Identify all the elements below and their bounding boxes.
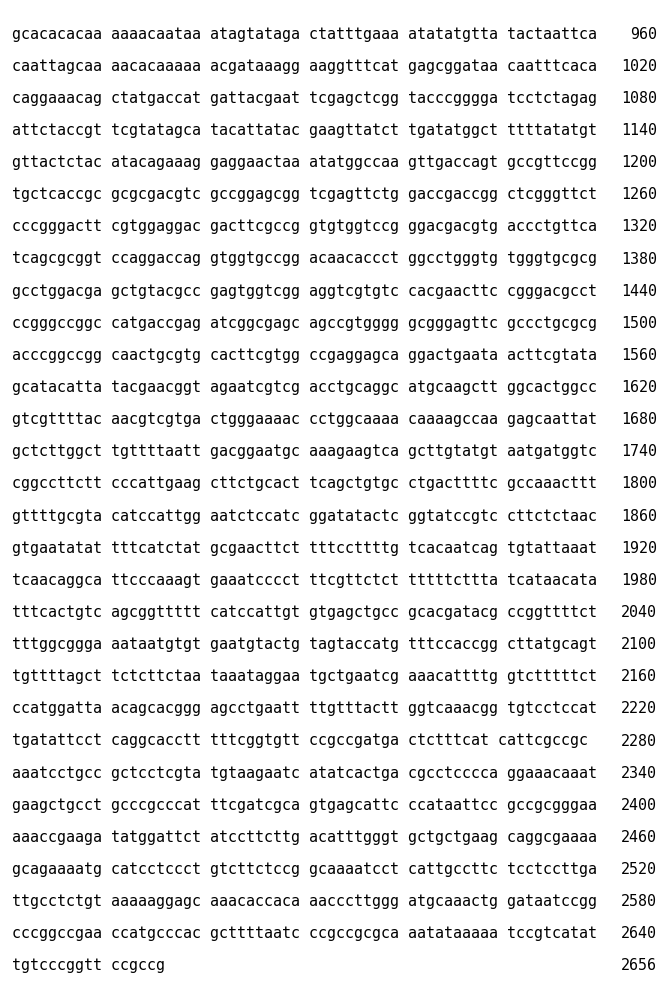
Text: attctaccgt tcgtatagca tacattatac gaagttatct tgatatggct ttttatatgt: attctaccgt tcgtatagca tacattatac gaagtta… — [12, 123, 597, 138]
Text: tttggcggga aataatgtgt gaatgtactg tagtaccatg tttccaccgg cttatgcagt: tttggcggga aataatgtgt gaatgtactg tagtacc… — [12, 637, 597, 652]
Text: gcatacatta tacgaacggt agaatcgtcg acctgcaggc atgcaagctt ggcactggcc: gcatacatta tacgaacggt agaatcgtcg acctgca… — [12, 380, 597, 395]
Text: 1800: 1800 — [621, 476, 657, 491]
Text: gcacacacaa aaaacaataa atagtataga ctatttgaaa atatatgtta tactaattca: gcacacacaa aaaacaataa atagtataga ctatttg… — [12, 27, 597, 42]
Text: 1440: 1440 — [621, 284, 657, 299]
Text: gctcttggct tgttttaatt gacggaatgc aaagaagtca gcttgtatgt aatgatggtc: gctcttggct tgttttaatt gacggaatgc aaagaag… — [12, 444, 597, 459]
Text: gcctggacga gctgtacgcc gagtggtcgg aggtcgtgtc cacgaacttc cgggacgcct: gcctggacga gctgtacgcc gagtggtcgg aggtcgt… — [12, 284, 597, 299]
Text: 1020: 1020 — [621, 59, 657, 74]
Text: 1560: 1560 — [621, 348, 657, 363]
Text: 2640: 2640 — [621, 926, 657, 941]
Text: 2460: 2460 — [621, 830, 657, 845]
Text: cccggccgaa ccatgcccac gcttttaatc ccgccgcgca aatataaaaa tccgtcatat: cccggccgaa ccatgcccac gcttttaatc ccgccgc… — [12, 926, 597, 941]
Text: gttactctac atacagaaag gaggaactaa atatggccaa gttgaccagt gccgttccgg: gttactctac atacagaaag gaggaactaa atatggc… — [12, 155, 597, 170]
Text: tttcactgtc agcggttttt catccattgt gtgagctgcc gcacgatacg ccggttttct: tttcactgtc agcggttttt catccattgt gtgagct… — [12, 605, 597, 620]
Text: tcaacaggca ttcccaaagt gaaatcccct ttcgttctct tttttcttta tcataacata: tcaacaggca ttcccaaagt gaaatcccct ttcgttc… — [12, 573, 597, 588]
Text: tcagcgcggt ccaggaccag gtggtgccgg acaacaccct ggcctgggtg tgggtgcgcg: tcagcgcggt ccaggaccag gtggtgccgg acaacac… — [12, 251, 597, 266]
Text: gttttgcgta catccattgg aatctccatc ggatatactc ggtatccgtc cttctctaac: gttttgcgta catccattgg aatctccatc ggatata… — [12, 509, 597, 524]
Text: cccgggactt cgtggaggac gacttcgccg gtgtggtccg ggacgacgtg accctgttca: cccgggactt cgtggaggac gacttcgccg gtgtggt… — [12, 219, 597, 234]
Text: 2580: 2580 — [621, 894, 657, 909]
Text: 2520: 2520 — [621, 862, 657, 877]
Text: 1980: 1980 — [621, 573, 657, 588]
Text: acccggccgg caactgcgtg cacttcgtgg ccgaggagca ggactgaata acttcgtata: acccggccgg caactgcgtg cacttcgtgg ccgagga… — [12, 348, 597, 363]
Text: 2340: 2340 — [621, 766, 657, 781]
Text: 1380: 1380 — [621, 251, 657, 266]
Text: 1140: 1140 — [621, 123, 657, 138]
Text: tgatattcct caggcacctt tttcggtgtt ccgccgatga ctctttcat cattcgccgc: tgatattcct caggcacctt tttcggtgtt ccgccga… — [12, 734, 588, 748]
Text: tgctcaccgc gcgcgacgtc gccggagcgg tcgagttctg gaccgaccgg ctcgggttct: tgctcaccgc gcgcgacgtc gccggagcgg tcgagtt… — [12, 187, 597, 202]
Text: 1200: 1200 — [621, 155, 657, 170]
Text: 1080: 1080 — [621, 91, 657, 106]
Text: 1500: 1500 — [621, 316, 657, 331]
Text: aaaccgaaga tatggattct atccttcttg acatttgggt gctgctgaag caggcgaaaa: aaaccgaaga tatggattct atccttcttg acatttg… — [12, 830, 597, 845]
Text: tgttttagct tctcttctaa taaataggaa tgctgaatcg aaacattttg gtctttttct: tgttttagct tctcttctaa taaataggaa tgctgaa… — [12, 669, 597, 684]
Text: 2220: 2220 — [621, 701, 657, 716]
Text: 2400: 2400 — [621, 798, 657, 813]
Text: 1740: 1740 — [621, 444, 657, 459]
Text: aaatcctgcc gctcctcgta tgtaagaatc atatcactga cgcctcccca ggaaacaaat: aaatcctgcc gctcctcgta tgtaagaatc atatcac… — [12, 766, 597, 781]
Text: gcagaaaatg catcctccct gtcttctccg gcaaaatcct cattgccttc tcctccttga: gcagaaaatg catcctccct gtcttctccg gcaaaat… — [12, 862, 597, 877]
Text: 1860: 1860 — [621, 509, 657, 524]
Text: gtgaatatat tttcatctat gcgaacttct tttccttttg tcacaatcag tgtattaaat: gtgaatatat tttcatctat gcgaacttct tttcctt… — [12, 541, 597, 556]
Text: ttgcctctgt aaaaaggagc aaacaccaca aacccttggg atgcaaactg gataatccgg: ttgcctctgt aaaaaggagc aaacaccaca aaccctt… — [12, 894, 597, 909]
Text: 2040: 2040 — [621, 605, 657, 620]
Text: 2656: 2656 — [621, 958, 657, 973]
Text: 2280: 2280 — [621, 734, 657, 748]
Text: 2160: 2160 — [621, 669, 657, 684]
Text: ccatggatta acagcacggg agcctgaatt ttgtttactt ggtcaaacgg tgtcctccat: ccatggatta acagcacggg agcctgaatt ttgttta… — [12, 701, 597, 716]
Text: 1260: 1260 — [621, 187, 657, 202]
Text: 960: 960 — [630, 27, 657, 42]
Text: 1920: 1920 — [621, 541, 657, 556]
Text: cggccttctt cccattgaag cttctgcact tcagctgtgc ctgacttttc gccaaacttt: cggccttctt cccattgaag cttctgcact tcagctg… — [12, 476, 597, 491]
Text: caattagcaa aacacaaaaa acgataaagg aaggtttcat gagcggataa caatttcaca: caattagcaa aacacaaaaa acgataaagg aaggttt… — [12, 59, 597, 74]
Text: gaagctgcct gcccgcccat ttcgatcgca gtgagcattc ccataattcc gccgcgggaa: gaagctgcct gcccgcccat ttcgatcgca gtgagca… — [12, 798, 597, 813]
Text: 1680: 1680 — [621, 412, 657, 427]
Text: 2100: 2100 — [621, 637, 657, 652]
Text: 1620: 1620 — [621, 380, 657, 395]
Text: 1320: 1320 — [621, 219, 657, 234]
Text: gtcgttttac aacgtcgtga ctgggaaaac cctggcaaaa caaaagccaa gagcaattat: gtcgttttac aacgtcgtga ctgggaaaac cctggca… — [12, 412, 597, 427]
Text: tgtcccggtt ccgccg: tgtcccggtt ccgccg — [12, 958, 165, 973]
Text: ccgggccggc catgaccgag atcggcgagc agccgtgggg gcgggagttc gccctgcgcg: ccgggccggc catgaccgag atcggcgagc agccgtg… — [12, 316, 597, 331]
Text: caggaaacag ctatgaccat gattacgaat tcgagctcgg tacccgggga tcctctagag: caggaaacag ctatgaccat gattacgaat tcgagct… — [12, 91, 597, 106]
